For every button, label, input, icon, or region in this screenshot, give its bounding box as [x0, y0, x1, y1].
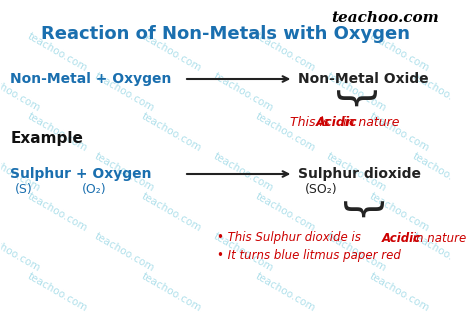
Text: Acidic: Acidic: [382, 232, 420, 245]
Text: teachoo.com: teachoo.com: [140, 271, 203, 313]
Text: teachoo.com: teachoo.com: [325, 231, 389, 273]
Text: teachoo.com: teachoo.com: [0, 151, 42, 193]
Text: (O₂): (O₂): [82, 183, 106, 197]
Text: teachoo.com: teachoo.com: [211, 71, 274, 113]
Text: teachoo.com: teachoo.com: [254, 111, 318, 153]
Text: teachoo.com: teachoo.com: [410, 151, 474, 193]
Text: teachoo.com: teachoo.com: [0, 71, 42, 113]
Text: teachoo.com: teachoo.com: [211, 151, 274, 193]
Text: (SO₂): (SO₂): [305, 183, 337, 197]
Text: teachoo.com: teachoo.com: [0, 231, 42, 273]
Text: teachoo.com: teachoo.com: [140, 31, 203, 73]
Text: }: }: [336, 200, 378, 227]
Text: teachoo.com: teachoo.com: [410, 71, 474, 113]
Text: teachoo.com: teachoo.com: [26, 111, 90, 153]
Text: Non-Metal + Oxygen: Non-Metal + Oxygen: [10, 72, 172, 86]
Text: teachoo.com: teachoo.com: [368, 31, 431, 73]
Text: Sulphur dioxide: Sulphur dioxide: [298, 167, 421, 181]
Text: • This Sulphur dioxide is: • This Sulphur dioxide is: [217, 232, 365, 245]
Text: teachoo.com: teachoo.com: [325, 151, 389, 193]
Text: teachoo.com: teachoo.com: [26, 191, 90, 233]
Text: teachoo.com: teachoo.com: [368, 191, 431, 233]
Text: This is: This is: [291, 116, 334, 129]
Text: teachoo.com: teachoo.com: [254, 191, 318, 233]
Text: • It turns blue litmus paper red: • It turns blue litmus paper red: [217, 250, 401, 263]
Text: teachoo.com: teachoo.com: [332, 11, 439, 25]
Text: Non-Metal Oxide: Non-Metal Oxide: [298, 72, 428, 86]
Text: Reaction of Non-Metals with Oxygen: Reaction of Non-Metals with Oxygen: [41, 25, 410, 43]
Text: Example: Example: [10, 131, 83, 146]
Text: teachoo.com: teachoo.com: [140, 191, 203, 233]
Text: teachoo.com: teachoo.com: [368, 271, 431, 313]
Text: teachoo.com: teachoo.com: [92, 151, 156, 193]
Text: teachoo.com: teachoo.com: [92, 71, 156, 113]
Text: Acidic: Acidic: [316, 116, 357, 129]
Text: teachoo.com: teachoo.com: [254, 31, 318, 73]
Text: }: }: [329, 89, 371, 115]
Text: teachoo.com: teachoo.com: [26, 31, 90, 73]
Text: teachoo.com: teachoo.com: [368, 111, 431, 153]
Text: teachoo.com: teachoo.com: [140, 111, 203, 153]
Text: teachoo.com: teachoo.com: [211, 231, 274, 273]
Text: teachoo.com: teachoo.com: [26, 271, 90, 313]
Text: teachoo.com: teachoo.com: [92, 231, 156, 273]
Text: in nature: in nature: [339, 116, 399, 129]
Text: teachoo.com: teachoo.com: [325, 71, 389, 113]
Text: in nature: in nature: [409, 232, 466, 245]
Text: teachoo.com: teachoo.com: [410, 231, 474, 273]
Text: Sulphur + Oxygen: Sulphur + Oxygen: [10, 167, 152, 181]
Text: (S): (S): [15, 183, 33, 197]
Text: teachoo.com: teachoo.com: [254, 271, 318, 313]
